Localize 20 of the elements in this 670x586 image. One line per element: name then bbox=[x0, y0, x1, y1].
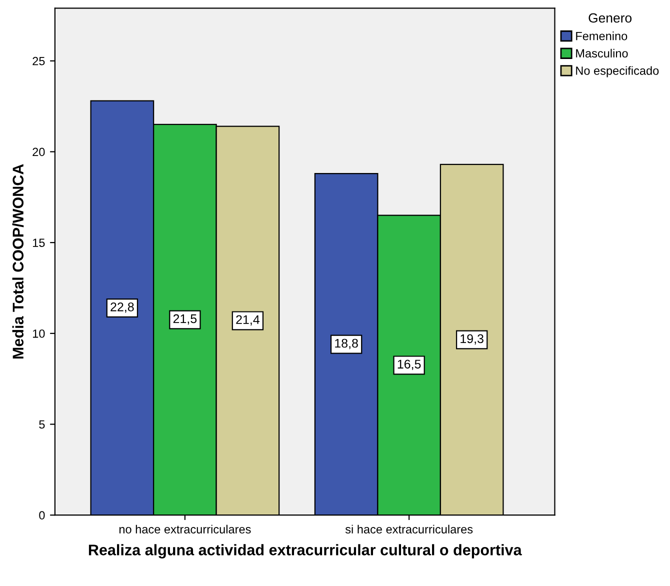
legend-label: Masculino bbox=[576, 48, 628, 58]
x-axis-title: Realiza alguna actividad extracurricular cultural o deportiva bbox=[88, 544, 522, 558]
y-axis-title: Media Total COOP/WONCA bbox=[12, 164, 24, 359]
data-label: 21,4 bbox=[236, 315, 260, 326]
legend-title: Genero bbox=[588, 13, 632, 23]
y-tick-label: 0 bbox=[39, 511, 45, 520]
y-tick-label: 20 bbox=[32, 148, 45, 156]
data-label: 22,8 bbox=[110, 302, 134, 313]
y-tick-label: 15 bbox=[32, 238, 45, 247]
data-label: 21,5 bbox=[173, 314, 197, 325]
legend-label: No especificado bbox=[576, 66, 659, 78]
y-tick-label: 5 bbox=[39, 420, 45, 429]
legend-label: Femenino bbox=[576, 32, 628, 40]
data-label: 18,8 bbox=[335, 338, 358, 350]
data-label: 16,5 bbox=[398, 360, 421, 370]
y-tick-label: 25 bbox=[32, 56, 45, 66]
x-tick-label: no hace extracurriculares bbox=[119, 524, 251, 534]
data-label: 19,3 bbox=[460, 334, 484, 345]
y-tick-label: 10 bbox=[32, 329, 45, 338]
x-tick-label: si hace extracurriculares bbox=[345, 524, 473, 534]
